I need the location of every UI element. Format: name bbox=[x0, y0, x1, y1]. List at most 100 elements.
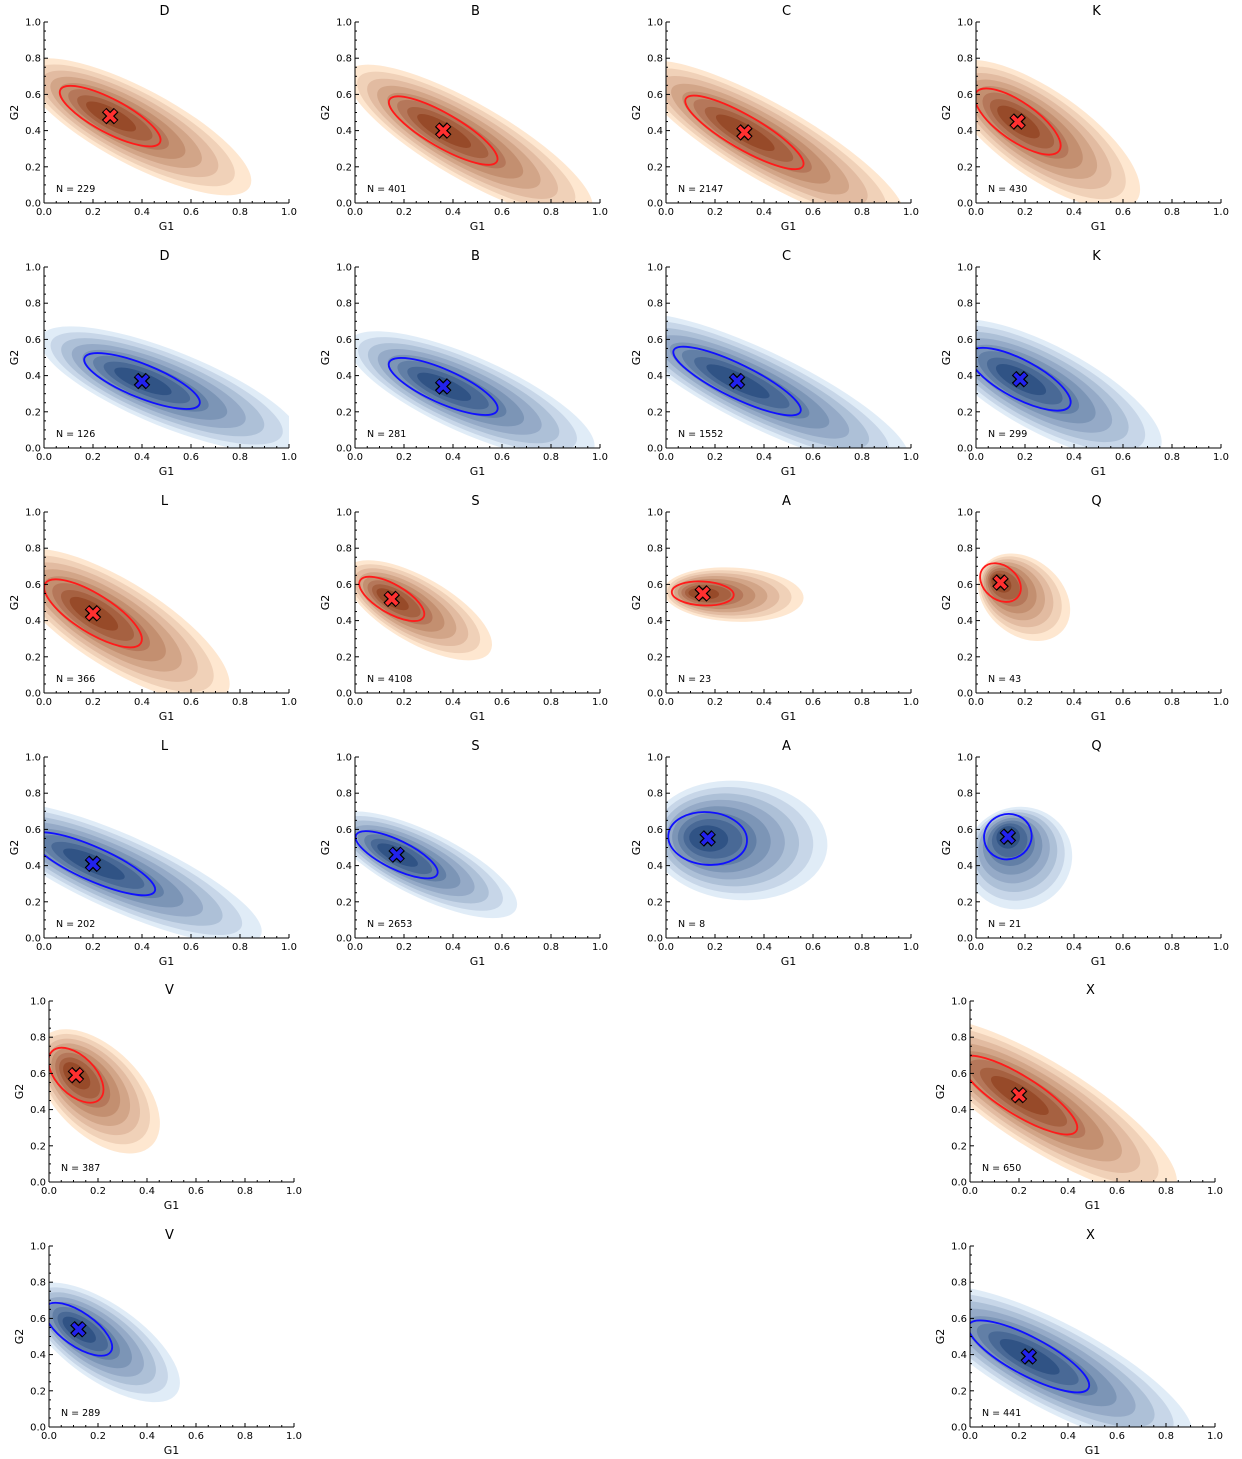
panel-title: S bbox=[471, 739, 479, 754]
x-tick-label: 1.0 bbox=[1213, 452, 1229, 463]
x-axis-label: G1 bbox=[1091, 465, 1107, 478]
y-tick-label: 0.0 bbox=[25, 199, 41, 210]
x-tick-label: 0.6 bbox=[805, 697, 821, 708]
y-tick-label: 0.4 bbox=[951, 1350, 967, 1361]
x-tick-label: 0.8 bbox=[543, 697, 559, 708]
x-tick-label: 1.0 bbox=[286, 1431, 302, 1442]
y-tick-label: 0.0 bbox=[25, 689, 41, 700]
y-axis-label: G2 bbox=[934, 1329, 947, 1345]
x-tick-label: 0.4 bbox=[756, 697, 772, 708]
x-tick-label: 0.6 bbox=[1115, 207, 1131, 218]
y-tick-label: 0.0 bbox=[951, 1423, 967, 1434]
density-fill bbox=[666, 567, 804, 622]
x-axis-label: G1 bbox=[470, 955, 486, 968]
y-tick-label: 0.8 bbox=[647, 789, 663, 800]
y-axis-label: G2 bbox=[934, 1084, 947, 1100]
density-fill bbox=[355, 64, 593, 203]
contour-line bbox=[355, 830, 439, 880]
x-tick-label: 0.4 bbox=[1060, 1186, 1076, 1197]
center-marker bbox=[84, 605, 102, 622]
panel-17: 0.0 0.2 0.4 0.6 0.8 1.0 0.0 0.2 0.4 0.6 0.8 1.0 G1 G2… bbox=[13, 983, 302, 1212]
sample-count-label: N = 387 bbox=[61, 1163, 100, 1174]
sample-count-label: N = 1552 bbox=[678, 429, 723, 440]
x-tick-label: 0.4 bbox=[1066, 942, 1082, 953]
x-tick-label: 0.6 bbox=[183, 697, 199, 708]
x-tick-label: 0.0 bbox=[36, 697, 52, 708]
y-axis-label: G2 bbox=[8, 105, 21, 121]
sample-count-label: N = 4108 bbox=[367, 674, 412, 685]
y-tick-label: 0.4 bbox=[957, 616, 973, 627]
y-tick-label: 0.0 bbox=[336, 934, 352, 945]
y-tick-label: 1.0 bbox=[957, 508, 973, 519]
contour-line bbox=[44, 831, 157, 897]
density-fill bbox=[970, 1285, 1193, 1427]
panel-5: 0.0 0.2 0.4 0.6 0.8 1.0 0.0 0.2 0.4 0.6 0.8 1.0 G1 G2… bbox=[8, 249, 297, 478]
center-marker bbox=[736, 124, 753, 141]
x-tick-label: 0.8 bbox=[237, 1186, 253, 1197]
center-marker bbox=[999, 828, 1017, 845]
x-tick-label: 0.8 bbox=[854, 207, 870, 218]
x-tick-label: 0.2 bbox=[1017, 207, 1033, 218]
density-fill bbox=[44, 801, 262, 938]
y-axis-label: G2 bbox=[8, 595, 21, 611]
y-tick-label: 1.0 bbox=[647, 753, 663, 764]
contour-line bbox=[983, 813, 1033, 861]
y-axis-label: G2 bbox=[940, 595, 953, 611]
y-tick-label: 0.4 bbox=[30, 1350, 46, 1361]
x-axis-label: G1 bbox=[159, 220, 175, 233]
x-tick-label: 1.0 bbox=[903, 452, 919, 463]
y-tick-label: 0.0 bbox=[30, 1423, 46, 1434]
y-tick-label: 1.0 bbox=[30, 997, 46, 1008]
panel-title: V bbox=[165, 1228, 174, 1243]
x-tick-label: 0.8 bbox=[232, 942, 248, 953]
sample-count-label: N = 202 bbox=[56, 919, 95, 930]
x-tick-label: 0.0 bbox=[658, 942, 674, 953]
x-tick-label: 0.4 bbox=[139, 1431, 155, 1442]
x-tick-label: 0.2 bbox=[1017, 697, 1033, 708]
x-tick-label: 0.0 bbox=[36, 207, 52, 218]
y-tick-label: 0.4 bbox=[957, 371, 973, 382]
x-tick-label: 0.8 bbox=[1158, 1431, 1174, 1442]
x-tick-label: 0.2 bbox=[90, 1186, 106, 1197]
x-tick-label: 0.0 bbox=[41, 1431, 57, 1442]
y-tick-label: 0.0 bbox=[957, 934, 973, 945]
y-tick-label: 0.6 bbox=[647, 335, 663, 346]
center-marker bbox=[101, 107, 119, 125]
x-tick-label: 1.0 bbox=[281, 942, 297, 953]
y-tick-label: 1.0 bbox=[336, 18, 352, 29]
y-tick-label: 0.0 bbox=[647, 199, 663, 210]
contour-line bbox=[667, 811, 748, 866]
y-tick-label: 0.2 bbox=[25, 162, 41, 173]
panel-title: L bbox=[161, 494, 169, 509]
y-tick-label: 0.8 bbox=[647, 299, 663, 310]
density-fill bbox=[970, 1018, 1177, 1182]
panel-title: B bbox=[471, 4, 480, 19]
x-axis-label: G1 bbox=[159, 710, 175, 723]
y-tick-label: 0.0 bbox=[647, 689, 663, 700]
panel-2: 0.0 0.2 0.4 0.6 0.8 1.0 0.0 0.2 0.4 0.6 0.8 1.0 G1 G2… bbox=[319, 4, 608, 233]
y-tick-label: 0.2 bbox=[30, 1141, 46, 1152]
y-tick-label: 0.2 bbox=[336, 407, 352, 418]
y-axis-label: G2 bbox=[319, 595, 332, 611]
y-tick-label: 0.8 bbox=[30, 1278, 46, 1289]
y-tick-label: 0.8 bbox=[336, 54, 352, 65]
x-tick-label: 0.8 bbox=[1164, 942, 1180, 953]
x-tick-label: 0.0 bbox=[36, 452, 52, 463]
panel-title: S bbox=[471, 494, 479, 509]
y-axis-label: G2 bbox=[319, 350, 332, 366]
x-axis-label: G1 bbox=[159, 465, 175, 478]
panel-15: 0.0 0.2 0.4 0.6 0.8 1.0 0.0 0.2 0.4 0.6 0.8 1.0 G1 G2… bbox=[630, 739, 919, 968]
x-tick-label: 0.4 bbox=[756, 942, 772, 953]
panel-6: 0.0 0.2 0.4 0.6 0.8 1.0 0.0 0.2 0.4 0.6 0.8 1.0 G1 G2… bbox=[319, 249, 608, 478]
x-tick-label: 0.0 bbox=[968, 697, 984, 708]
y-axis-label: G2 bbox=[630, 595, 643, 611]
x-tick-label: 1.0 bbox=[281, 207, 297, 218]
x-tick-label: 0.4 bbox=[134, 697, 150, 708]
y-axis-label: G2 bbox=[630, 840, 643, 856]
sample-count-label: N = 281 bbox=[367, 429, 406, 440]
panel-13: 0.0 0.2 0.4 0.6 0.8 1.0 0.0 0.2 0.4 0.6 0.8 1.0 G1 G2… bbox=[8, 739, 297, 968]
panel-16: 0.0 0.2 0.4 0.6 0.8 1.0 0.0 0.2 0.4 0.6 0.8 1.0 G1 G2… bbox=[940, 739, 1229, 968]
y-tick-label: 0.4 bbox=[957, 126, 973, 137]
y-tick-label: 1.0 bbox=[30, 1242, 46, 1253]
y-tick-label: 0.6 bbox=[25, 580, 41, 591]
